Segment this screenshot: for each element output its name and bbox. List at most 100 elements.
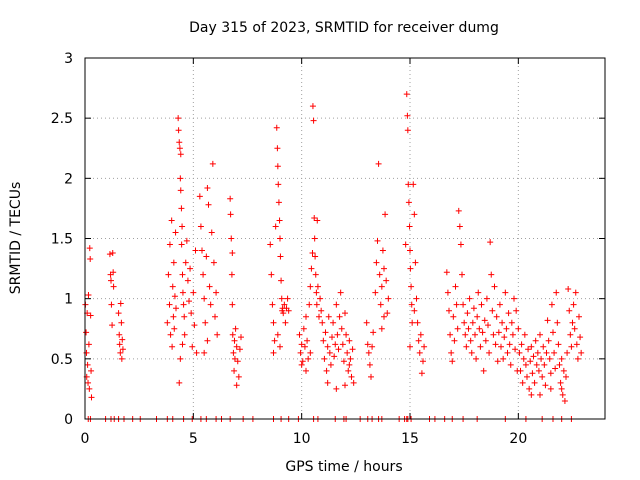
data-point <box>87 255 94 262</box>
data-point <box>566 307 573 314</box>
data-point <box>236 346 243 353</box>
data-point <box>199 247 205 254</box>
data-point <box>482 337 489 344</box>
chart-title: Day 315 of 2023, SRMTID for receiver dum… <box>189 20 499 36</box>
data-point <box>365 349 372 356</box>
data-point <box>485 322 491 329</box>
data-point <box>558 385 565 392</box>
data-point <box>373 259 380 266</box>
data-point <box>166 241 173 248</box>
data-point <box>475 289 482 296</box>
data-point <box>119 346 126 353</box>
data-point <box>350 379 357 386</box>
data-point <box>407 265 414 272</box>
data-point <box>232 325 239 332</box>
data-point <box>209 160 216 167</box>
data-point <box>451 337 458 344</box>
data-point <box>325 313 332 320</box>
data-point <box>88 394 95 401</box>
data-point <box>235 373 242 380</box>
data-point <box>528 343 535 350</box>
data-point <box>333 301 340 308</box>
data-point <box>542 382 549 389</box>
data-point <box>180 301 187 308</box>
data-point <box>110 283 117 290</box>
data-point <box>340 358 347 365</box>
data-point <box>452 283 459 290</box>
data-point <box>513 307 520 314</box>
data-point <box>557 379 564 386</box>
data-point <box>405 199 412 206</box>
data-point <box>408 283 415 290</box>
data-point <box>568 343 575 350</box>
data-point <box>502 289 509 296</box>
data-point <box>337 289 344 296</box>
data-point <box>203 253 210 260</box>
data-point <box>86 245 93 252</box>
data-point <box>503 325 510 332</box>
data-point <box>298 341 305 348</box>
data-point <box>454 325 461 332</box>
data-point <box>366 361 373 368</box>
y-tick-label: 2.5 <box>51 111 73 127</box>
data-point <box>448 349 455 356</box>
data-point <box>527 358 534 365</box>
data-point <box>541 361 548 368</box>
data-point <box>192 247 199 254</box>
data-point <box>465 325 472 332</box>
data-point <box>521 331 528 338</box>
grid-layer <box>85 58 605 419</box>
data-point <box>109 249 116 256</box>
data-point <box>188 310 195 317</box>
data-point <box>285 307 292 314</box>
data-point <box>472 331 478 338</box>
data-point <box>176 139 183 146</box>
data-point <box>364 341 371 348</box>
data-point <box>233 382 240 389</box>
data-point <box>453 301 460 308</box>
x-axis-label: GPS time / hours <box>285 459 402 475</box>
data-point <box>171 325 178 332</box>
data-point <box>335 346 342 353</box>
data-point <box>473 355 480 362</box>
data-point <box>543 349 550 356</box>
data-point <box>119 336 126 343</box>
data-point <box>530 353 537 360</box>
data-point <box>478 301 485 308</box>
data-point <box>548 301 555 308</box>
y-tick-label: 2 <box>64 171 73 187</box>
data-point <box>275 199 282 206</box>
x-tick-label: 5 <box>189 431 198 447</box>
data-point <box>383 277 390 284</box>
data-point <box>381 265 387 272</box>
data-point <box>184 277 191 284</box>
data-point <box>526 385 533 392</box>
data-point <box>116 331 123 338</box>
data-point <box>309 103 316 110</box>
data-point <box>305 355 312 362</box>
data-point <box>378 283 385 290</box>
data-point <box>525 346 532 353</box>
data-point <box>177 187 184 194</box>
data-point <box>118 355 125 362</box>
data-point <box>455 207 462 214</box>
data-point <box>570 301 577 308</box>
data-point <box>571 325 578 332</box>
data-point <box>552 365 559 372</box>
data-point <box>327 361 334 368</box>
y-tick-label: 3 <box>64 51 73 67</box>
data-point <box>167 331 174 338</box>
data-point <box>173 305 179 312</box>
data-point <box>314 217 321 224</box>
data-point <box>547 385 554 392</box>
data-point <box>501 334 508 341</box>
data-point <box>533 361 540 368</box>
data-point <box>320 337 327 344</box>
data-point <box>177 175 184 182</box>
data-point <box>558 355 565 362</box>
data-point <box>307 349 314 356</box>
data-point <box>230 349 237 356</box>
data-point <box>574 355 581 362</box>
data-point <box>384 310 391 317</box>
